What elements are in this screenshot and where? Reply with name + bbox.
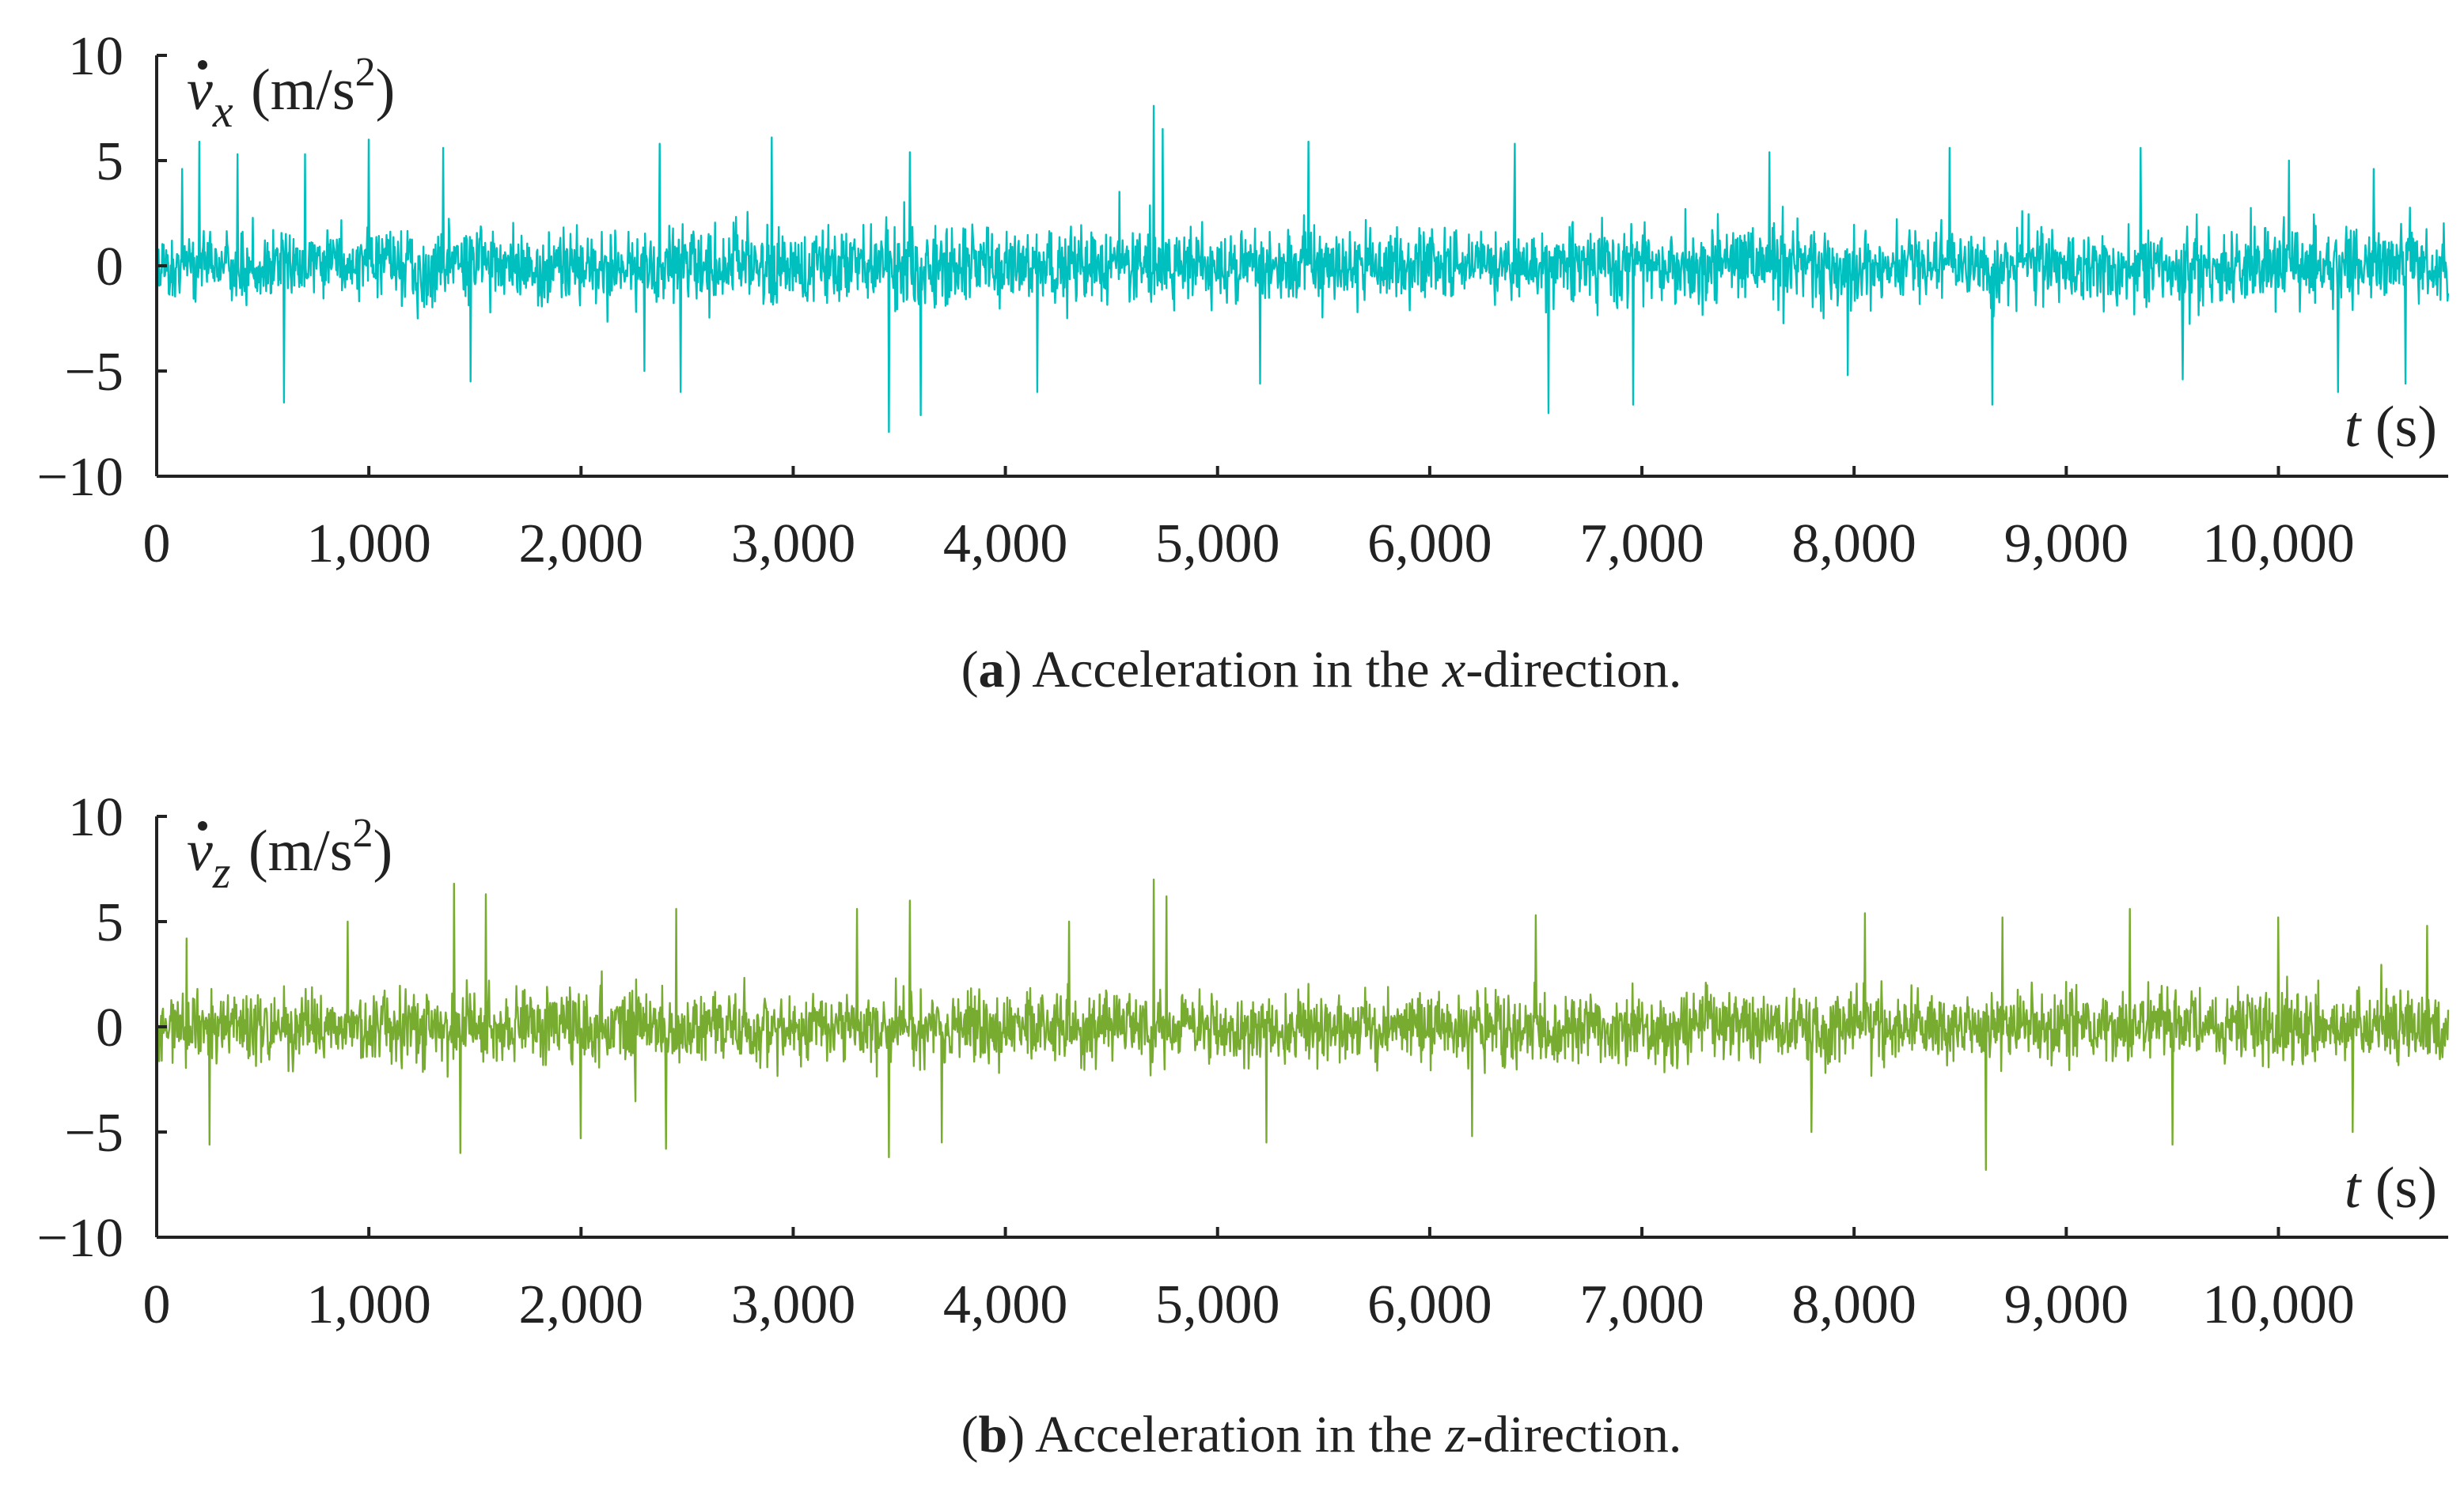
y-axis-label: vx (m/s2) [187,50,395,137]
panel-caption: (b) Acceleration in the z-direction. [961,1406,1682,1463]
x-tick-label: 6,000 [1367,513,1492,574]
x-axis-label: t (s) [2345,1156,2437,1221]
series-line-a [155,104,2450,434]
x-tick-label: 10,000 [2202,1274,2355,1335]
series-line-b [155,878,2450,1172]
x-tick-label: 6,000 [1367,1274,1492,1335]
x-tick-label: 0 [143,1274,171,1335]
x-tick-label: 5,000 [1155,513,1280,574]
x-tick-label: 4,000 [943,1274,1068,1335]
y-tick-label: 0 [96,237,123,297]
x-tick-label: 9,000 [2004,1274,2129,1335]
chart-panel-a: 0 1,000 2,000 3,000 4,000 5,000 6,000 7,000 8,00… [37,26,2450,699]
y-tick-label: 10 [68,26,123,87]
y-tick-label: −10 [37,1208,123,1269]
x-tick-label: 7,000 [1579,513,1704,574]
x-tick-label: 1,000 [306,1274,431,1335]
x-tick-label: 2,000 [519,1274,644,1335]
x-axis-label: t (s) [2345,395,2437,460]
y-axis-label: vz (m/s2) [187,811,392,898]
y-tick-label: 5 [96,892,123,953]
y-tick-label: 0 [96,998,123,1058]
derivative-dot [198,60,207,70]
x-tick-label: 8,000 [1791,1274,1916,1335]
x-tick-label: 0 [143,513,171,574]
derivative-dot [198,821,207,831]
panel-caption: (a) Acceleration in the x-direction. [961,641,1682,699]
y-tick-label: 10 [68,787,123,848]
x-tick-label: 10,000 [2202,513,2355,574]
y-tick-label: −10 [37,447,123,508]
x-tick-label: 5,000 [1155,1274,1280,1335]
x-tick-label: 3,000 [731,1274,856,1335]
x-tick-label: 4,000 [943,513,1068,574]
y-tick-label: −5 [65,342,123,403]
x-tick-label: 8,000 [1791,513,1916,574]
x-tick-label: 1,000 [306,513,431,574]
y-tick-label: 5 [96,131,123,192]
x-tick-label: 3,000 [731,513,856,574]
x-tick-label: 7,000 [1579,1274,1704,1335]
y-tick-label: −5 [65,1103,123,1164]
x-tick-label: 9,000 [2004,513,2129,574]
chart-panel-b: 0 1,000 2,000 3,000 4,000 5,000 6,000 7,000 8,00… [37,787,2450,1463]
x-tick-label: 2,000 [519,513,644,574]
